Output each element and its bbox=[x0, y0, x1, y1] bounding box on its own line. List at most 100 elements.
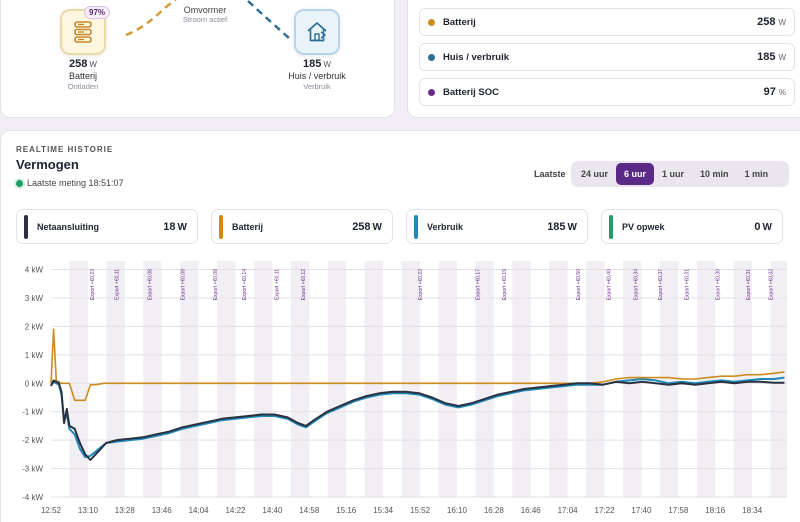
legend-row-home[interactable]: Huis / verbruik 185 W bbox=[419, 43, 795, 71]
metric-card-battery[interactable]: Batterij 258 W bbox=[211, 209, 393, 244]
last-measurement-text: Laatste meting 18:51:07 bbox=[27, 178, 124, 188]
x-tick-label: 13:10 bbox=[78, 506, 99, 515]
y-tick-label: -3 kW bbox=[22, 465, 43, 474]
legend-unit: % bbox=[778, 87, 786, 97]
x-tick-label: 14:22 bbox=[225, 506, 246, 515]
x-tick-label: 14:04 bbox=[189, 506, 210, 515]
time-band bbox=[475, 261, 494, 497]
legend-name: Huis / verbruik bbox=[443, 51, 509, 63]
time-band bbox=[401, 261, 421, 497]
time-band bbox=[512, 261, 531, 497]
time-band bbox=[290, 261, 310, 497]
y-tick-label: -4 kW bbox=[22, 493, 43, 502]
metric-card-grid[interactable]: Netaansluiting 18 W bbox=[16, 209, 198, 244]
battery-dot-icon bbox=[428, 18, 435, 26]
inverter-sub-label: Stroom actief bbox=[182, 15, 228, 24]
home-label: Huis / verbruik bbox=[288, 71, 346, 81]
export-annotation: Export +€0,23 bbox=[90, 269, 96, 300]
y-tick-label: -1 kW bbox=[22, 408, 43, 417]
export-annotation: Export +€0,31 bbox=[746, 269, 752, 300]
x-tick-label: 14:40 bbox=[262, 506, 283, 515]
home-power-value: 185 W bbox=[277, 58, 357, 70]
metric-name: PV opwek bbox=[622, 222, 665, 232]
export-annotation: Export +€0,17 bbox=[475, 269, 481, 300]
x-tick-label: 17:22 bbox=[595, 506, 616, 515]
export-annotation: Export +€0,08 bbox=[180, 269, 186, 300]
x-tick-label: 15:16 bbox=[336, 506, 357, 515]
metric-card-consumption[interactable]: Verbruik 185 W bbox=[406, 209, 588, 244]
legend-row-battery[interactable]: Batterij 258 W bbox=[419, 8, 795, 36]
home-sub-label: Verbruik bbox=[303, 82, 331, 91]
range-tab-1h[interactable]: 1 uur bbox=[662, 169, 685, 179]
battery-power-unit: W bbox=[89, 60, 97, 69]
y-tick-label: 3 kW bbox=[25, 294, 44, 303]
time-band bbox=[438, 261, 457, 497]
metric-unit: W bbox=[372, 222, 382, 233]
time-band bbox=[217, 261, 236, 497]
series-line-batterij bbox=[50, 328, 785, 402]
time-band bbox=[364, 261, 384, 497]
metric-number: 0 bbox=[754, 221, 761, 233]
time-band bbox=[696, 261, 716, 497]
metric-number: 185 bbox=[547, 221, 566, 233]
export-annotation: Export +€0,30 bbox=[715, 269, 721, 300]
x-tick-label: 13:46 bbox=[152, 506, 173, 515]
export-annotation: Export +€0,22 bbox=[418, 269, 424, 300]
home-flow-line bbox=[247, 0, 291, 40]
x-tick-label: 17:04 bbox=[558, 506, 579, 515]
legend-unit: W bbox=[778, 17, 786, 27]
metric-color-bar bbox=[24, 215, 28, 239]
legend-row-soc[interactable]: Batterij SOC 97 % bbox=[419, 78, 795, 106]
x-tick-label: 18:34 bbox=[742, 506, 763, 515]
metric-name: Verbruik bbox=[427, 222, 464, 232]
range-tab-24h[interactable]: 24 uur bbox=[581, 169, 609, 179]
time-band bbox=[659, 261, 679, 497]
metric-color-bar bbox=[609, 215, 613, 239]
export-annotation: Export +€0,12 bbox=[301, 269, 307, 300]
energy-flow-card: 97% 258 W Batterij Ontladen Omvormer Stro… bbox=[0, 0, 395, 118]
soc-dot-icon bbox=[428, 88, 435, 96]
export-annotation: Export +€0,11 bbox=[115, 269, 121, 300]
time-band bbox=[549, 261, 568, 497]
history-eyebrow: REALTIME HISTORIE bbox=[16, 145, 114, 154]
battery-sub-label: Ontladen bbox=[67, 82, 99, 91]
time-band bbox=[622, 261, 642, 497]
battery-label: Batterij bbox=[68, 71, 97, 81]
x-tick-label: 17:58 bbox=[668, 506, 689, 515]
history-title: Vermogen bbox=[16, 157, 79, 172]
range-tab-1min[interactable]: 1 min bbox=[744, 169, 769, 179]
battery-stack-icon bbox=[74, 21, 92, 43]
export-annotation: Export +€0,31 bbox=[685, 269, 691, 300]
house-icon bbox=[307, 22, 327, 42]
metric-value: 258 W bbox=[352, 221, 382, 233]
metric-unit: W bbox=[177, 222, 187, 233]
flow-connectors bbox=[125, 0, 291, 40]
series-line-verbruik bbox=[50, 376, 785, 459]
battery-soc-badge: 97% bbox=[84, 6, 111, 19]
metric-number: 18 bbox=[163, 221, 176, 233]
x-tick-label: 15:34 bbox=[373, 506, 394, 515]
legend-value: 258 bbox=[757, 16, 776, 28]
legend-value: 97 bbox=[763, 86, 776, 98]
time-band bbox=[180, 261, 199, 497]
x-tick-label: 16:10 bbox=[447, 506, 468, 515]
home-dot-icon bbox=[428, 53, 435, 61]
legend-name: Batterij bbox=[443, 16, 476, 28]
time-band bbox=[69, 261, 88, 497]
x-tick-label: 14:58 bbox=[299, 506, 320, 515]
time-band bbox=[586, 261, 605, 497]
export-annotation: Export +€0,37 bbox=[658, 269, 664, 300]
battery-power-value: 258 W bbox=[43, 58, 123, 70]
export-annotation: Export +€0,08 bbox=[147, 269, 153, 300]
range-tab-6h[interactable]: 6 uur bbox=[616, 163, 655, 185]
export-annotation: Export +€0,50 bbox=[576, 269, 582, 300]
home-node-box bbox=[294, 9, 340, 55]
time-band bbox=[106, 261, 125, 497]
export-annotation: Export +€0,32 bbox=[769, 269, 775, 300]
legend-unit: W bbox=[778, 52, 786, 62]
export-annotation: Export +€0,08 bbox=[213, 269, 219, 300]
range-tab-10min[interactable]: 10 min bbox=[700, 169, 729, 179]
power-history-chart[interactable]: 4 kW 3 kW 2 kW 1 kW 0 kW -1 kW -2 kW -3 kW -4 kW… bbox=[1, 261, 800, 522]
